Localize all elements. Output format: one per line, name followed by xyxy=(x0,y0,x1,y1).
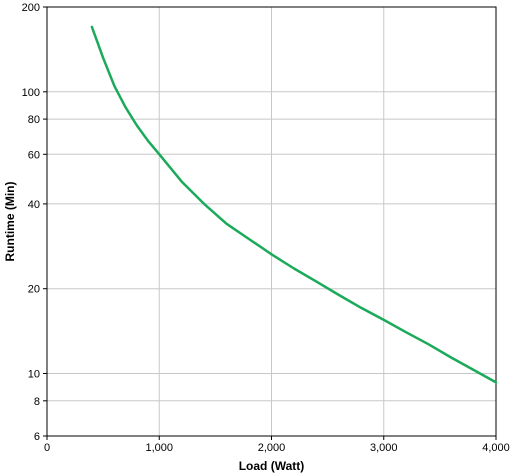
y-tick-label: 40 xyxy=(28,199,40,211)
x-tick-label: 1,000 xyxy=(145,442,173,454)
y-tick-label: 200 xyxy=(22,2,40,14)
series-group xyxy=(90,25,498,384)
x-tick-label: 0 xyxy=(44,442,50,454)
y-tick-label: 8 xyxy=(34,396,40,408)
axis-ticks: 0 1,000 2,000 3,000 4,000 6 8 10 20 40 60 80 100 200 xyxy=(22,2,510,454)
x-tick-label: 3,000 xyxy=(370,442,398,454)
y-tick-label: 10 xyxy=(28,369,40,381)
y-tick-label: 60 xyxy=(28,149,40,161)
x-tick-label: 4,000 xyxy=(482,442,510,454)
x-axis-title: Load (Watt) xyxy=(239,459,305,473)
y-tick-label: 20 xyxy=(28,284,40,296)
y-tick-label: 100 xyxy=(22,87,40,99)
series-line xyxy=(90,25,498,384)
y-tick-label: 6 xyxy=(34,431,40,443)
y-axis-title: Runtime (Min) xyxy=(3,182,17,262)
grid-lines xyxy=(47,7,496,436)
y-tick-label: 80 xyxy=(28,114,40,126)
x-tick-label: 2,000 xyxy=(258,442,286,454)
